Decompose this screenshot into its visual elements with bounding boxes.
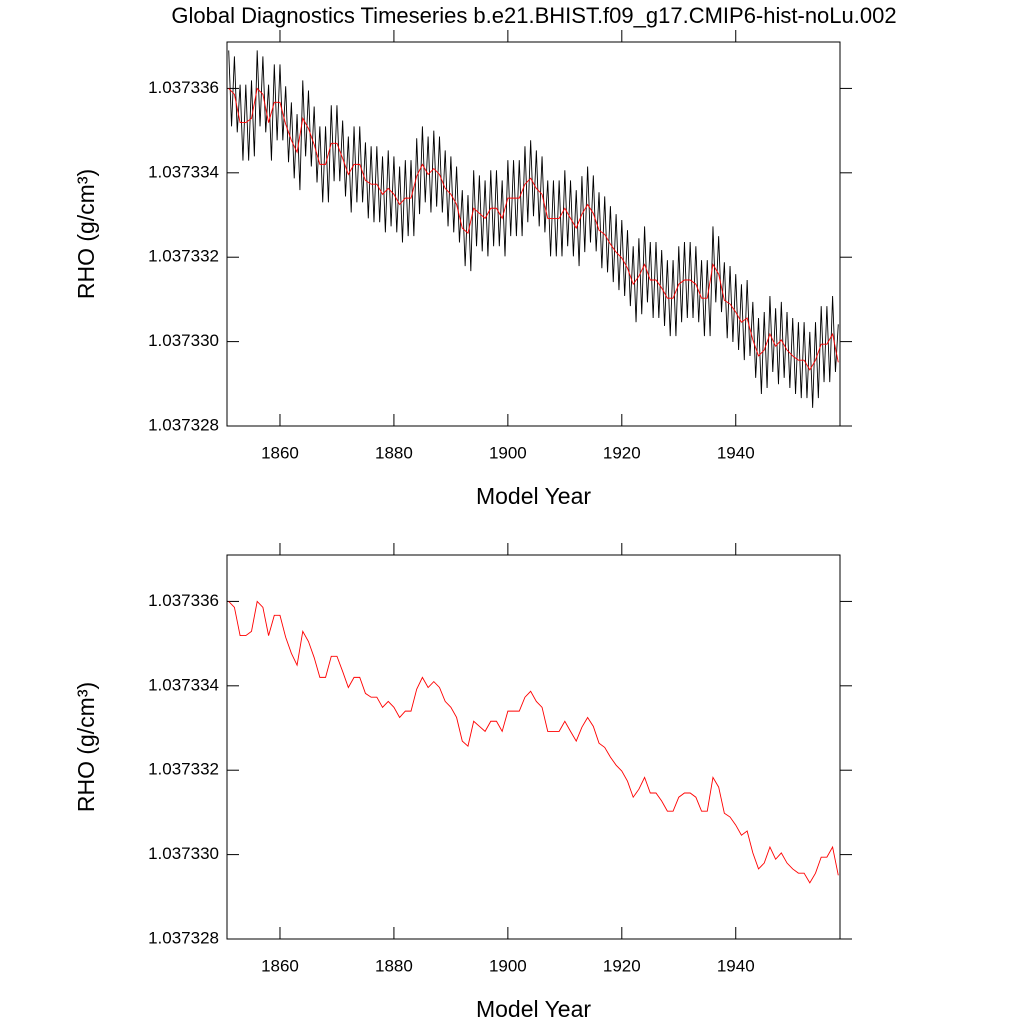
x-tick-label: 1860 [261, 956, 299, 975]
y-tick-label: 1.037336 [148, 78, 219, 97]
data-line [228, 50, 839, 408]
y-tick-label: 1.037336 [148, 591, 219, 610]
x-tick-label: 1880 [375, 443, 413, 462]
x-axis-title: Model Year [476, 996, 591, 1022]
x-tick-label: 1860 [261, 443, 299, 462]
x-axis-title: Model Year [476, 483, 591, 509]
x-tick-label: 1900 [489, 956, 527, 975]
plot-frame [226, 554, 841, 940]
y-tick-label: 1.037330 [148, 844, 219, 863]
y-tick-label: 1.037334 [148, 675, 219, 694]
x-tick-label: 1940 [717, 443, 755, 462]
data-line [228, 87, 839, 371]
x-tick-label: 1880 [375, 956, 413, 975]
y-tick-label: 1.037332 [148, 760, 219, 779]
data-line [228, 600, 839, 884]
y-axis-title: RHO (g/cm³) [73, 169, 99, 299]
x-tick-label: 1940 [717, 956, 755, 975]
plot-frame [226, 41, 841, 427]
y-tick-label: 1.037334 [148, 162, 219, 181]
chart-title: Global Diagnostics Timeseries b.e21.BHIS… [171, 3, 896, 28]
y-tick-label: 1.037330 [148, 331, 219, 350]
x-tick-label: 1900 [489, 443, 527, 462]
y-tick-label: 1.037328 [148, 415, 219, 434]
y-tick-label: 1.037328 [148, 928, 219, 947]
x-tick-label: 1920 [603, 443, 641, 462]
x-tick-label: 1920 [603, 956, 641, 975]
y-axis-title: RHO (g/cm³) [73, 682, 99, 812]
y-tick-label: 1.037332 [148, 247, 219, 266]
